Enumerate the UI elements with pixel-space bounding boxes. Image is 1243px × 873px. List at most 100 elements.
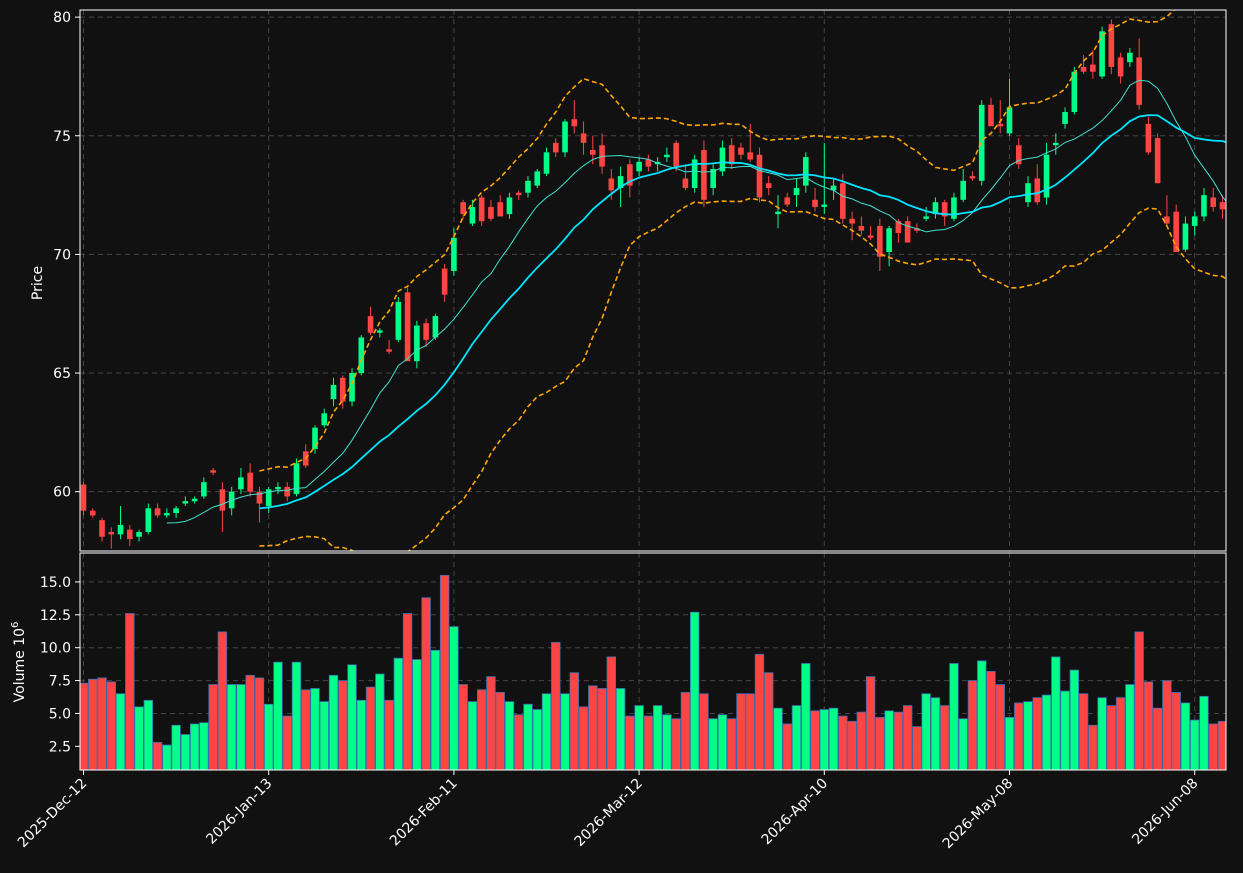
candle-body: [747, 152, 754, 160]
volume-bar: [810, 710, 820, 770]
volume-axis-exponent: 6: [10, 622, 21, 628]
volume-bar: [1004, 716, 1015, 770]
volume-bar: [245, 674, 255, 770]
volume-bar: [486, 676, 496, 770]
candle-body: [1127, 52, 1133, 63]
candle-body: [265, 489, 272, 506]
candle-body: [145, 508, 152, 533]
volume-bar: [745, 693, 755, 770]
candle-body: [988, 104, 994, 127]
candle-body: [664, 154, 670, 158]
candle-body: [423, 323, 429, 340]
volume-bar: [1180, 702, 1191, 770]
volume-panel-frame: [79, 552, 1227, 771]
candle-body: [571, 119, 578, 127]
candle-body: [784, 197, 791, 205]
candle-body: [775, 211, 781, 215]
price-tick-label: 60: [53, 485, 71, 501]
volume-bar: [578, 706, 589, 770]
candle-body: [275, 486, 281, 490]
volume-bar: [1041, 694, 1052, 770]
candle-body: [1090, 64, 1096, 72]
volume-bar: [597, 688, 607, 770]
candle-body: [932, 202, 939, 215]
candle-body: [1182, 223, 1189, 250]
candle-body: [821, 204, 828, 207]
volume-bar: [143, 699, 154, 770]
candle-body: [812, 199, 818, 207]
volume-bar: [727, 718, 737, 770]
candle-body: [441, 268, 448, 295]
candle-body: [312, 427, 318, 449]
volume-bar: [467, 701, 478, 770]
candle-body: [349, 373, 355, 402]
candle-body: [543, 152, 550, 174]
volume-bar: [856, 711, 867, 770]
volume-bar: [662, 714, 672, 770]
candle-body: [219, 489, 226, 511]
volume-bar: [514, 714, 524, 770]
volume-bar: [421, 597, 431, 770]
volume-bar: [189, 723, 200, 770]
volume-bar: [967, 680, 978, 770]
volume-bar: [569, 672, 579, 770]
volume-bar: [1051, 656, 1061, 770]
volume-bar: [652, 705, 663, 770]
candle-body: [395, 301, 402, 340]
volume-tick-label: 2.5: [49, 739, 71, 755]
volume-bar: [439, 574, 450, 770]
candle-body: [1219, 202, 1226, 210]
volume-bar: [254, 677, 265, 770]
volume-bar: [699, 693, 709, 770]
candle-body: [941, 202, 948, 217]
candle-body: [765, 183, 772, 188]
volume-bar: [347, 664, 357, 770]
candle-body: [849, 218, 855, 224]
price-y-ticks: 60 65 70 75 80: [53, 10, 80, 501]
candle-body: [978, 104, 985, 181]
volume-bar: [106, 681, 116, 770]
candle-body: [904, 221, 911, 243]
volume-bar: [1134, 631, 1144, 770]
volume-bar: [338, 680, 348, 770]
candle-body: [1071, 71, 1078, 113]
volume-bar: [625, 715, 635, 770]
volume-bar: [356, 699, 367, 770]
volume-bar: [782, 723, 792, 770]
volume-bar: [847, 720, 857, 770]
volume-bar: [430, 649, 441, 770]
volume-bar: [115, 693, 126, 770]
volume-bar: [902, 705, 913, 770]
volume-bar: [1069, 669, 1080, 770]
volume-bar: [310, 688, 320, 770]
volume-bar: [458, 684, 468, 770]
candle-body: [951, 197, 957, 219]
volume-bar: [865, 676, 876, 770]
candle-body: [386, 349, 392, 352]
volume-bar: [1014, 702, 1024, 770]
volume-bar: [801, 663, 811, 770]
candle-body: [173, 508, 179, 514]
candle-body: [377, 330, 383, 333]
candle-body: [1053, 142, 1059, 146]
volume-tick-label: 5.0: [49, 706, 71, 722]
candle-body: [886, 228, 892, 253]
volume-bar: [939, 705, 950, 770]
volume-bar: [1023, 701, 1033, 770]
volume-bar: [977, 660, 987, 770]
volume-bar: [764, 672, 774, 770]
volume-bar: [1208, 723, 1218, 770]
volume-tick-label: 15.0: [40, 575, 71, 591]
candle-body: [719, 147, 726, 172]
candle-body: [627, 164, 633, 186]
volume-bar: [615, 688, 626, 770]
volume-bar: [125, 613, 135, 770]
candle-body: [830, 185, 837, 191]
candle-body: [1099, 31, 1105, 77]
candle-body: [525, 180, 531, 193]
candle-body: [201, 482, 207, 497]
volume-bar: [1217, 720, 1226, 770]
volume-bar: [328, 674, 339, 770]
volume-axis-label-text: Volume: [12, 650, 28, 702]
candle-body: [127, 529, 133, 540]
